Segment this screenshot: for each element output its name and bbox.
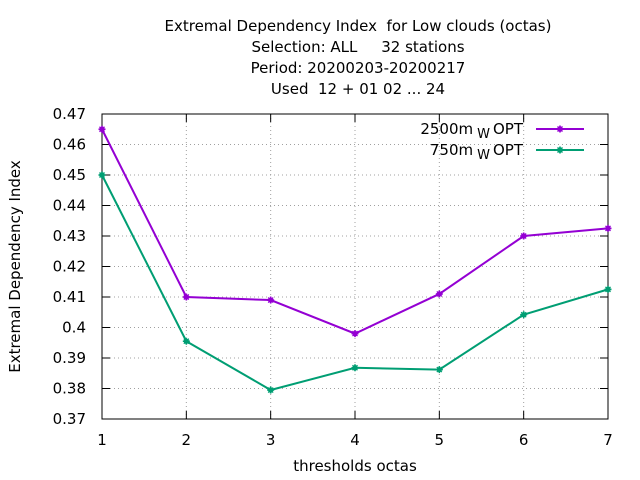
data-point bbox=[520, 232, 528, 240]
x-tick-label: 7 bbox=[603, 431, 613, 449]
x-tick-label: 3 bbox=[266, 431, 276, 449]
legend-label: 750m W OPT bbox=[430, 141, 524, 163]
series-layer bbox=[98, 125, 612, 394]
x-tick-label: 4 bbox=[350, 431, 360, 449]
title-line-4: Used 12 + 01 02 ... 24 bbox=[270, 80, 446, 98]
chart-title: Extremal Dependency Index for Low clouds… bbox=[0, 16, 640, 100]
data-point bbox=[182, 293, 190, 301]
y-tick-label: 0.39 bbox=[53, 349, 86, 367]
x-tick-label: 1 bbox=[97, 431, 107, 449]
data-point bbox=[604, 224, 612, 232]
y-tick-label: 0.37 bbox=[53, 410, 86, 428]
data-point bbox=[435, 366, 443, 374]
y-tick-label: 0.41 bbox=[53, 288, 86, 306]
data-point bbox=[435, 290, 443, 298]
data-point bbox=[520, 311, 528, 319]
title-line-2: Selection: ALL 32 stations bbox=[251, 38, 465, 56]
x-tick-label: 2 bbox=[182, 431, 192, 449]
x-axis-label: thresholds octas bbox=[293, 457, 417, 475]
axis-ticks bbox=[101, 113, 609, 420]
data-point bbox=[351, 364, 359, 372]
y-axis-label: Extremal Dependency Index bbox=[6, 160, 24, 373]
y-tick-label: 0.43 bbox=[53, 227, 86, 245]
x-tick-label: 6 bbox=[519, 431, 529, 449]
data-point bbox=[267, 386, 275, 394]
data-point bbox=[556, 146, 564, 154]
y-tick-label: 0.4 bbox=[62, 319, 86, 337]
data-point bbox=[182, 337, 190, 345]
x-tick-label: 5 bbox=[435, 431, 445, 449]
x-tick-labels: 1 2 3 4 5 6 7 bbox=[97, 431, 613, 449]
grid-lines bbox=[102, 114, 608, 419]
data-point bbox=[267, 296, 275, 304]
y-tick-labels: 0.37 0.38 0.39 0.4 0.41 0.42 0.43 0.44 0.45 0.46 0… bbox=[53, 105, 86, 428]
y-tick-label: 0.42 bbox=[53, 258, 86, 276]
y-tick-label: 0.44 bbox=[53, 197, 86, 215]
data-point bbox=[556, 125, 564, 133]
y-tick-label: 0.47 bbox=[53, 105, 86, 123]
legend-label: 2500m W OPT bbox=[420, 120, 524, 142]
data-point bbox=[98, 171, 106, 179]
y-tick-label: 0.46 bbox=[53, 136, 86, 154]
title-line-3: Period: 20200203-20200217 bbox=[250, 59, 466, 77]
data-point bbox=[604, 285, 612, 293]
title-line-1: Extremal Dependency Index for Low clouds… bbox=[164, 17, 552, 35]
y-tick-label: 0.45 bbox=[53, 166, 86, 184]
data-point bbox=[98, 125, 106, 133]
data-point bbox=[351, 330, 359, 338]
y-tick-label: 0.38 bbox=[53, 380, 86, 398]
